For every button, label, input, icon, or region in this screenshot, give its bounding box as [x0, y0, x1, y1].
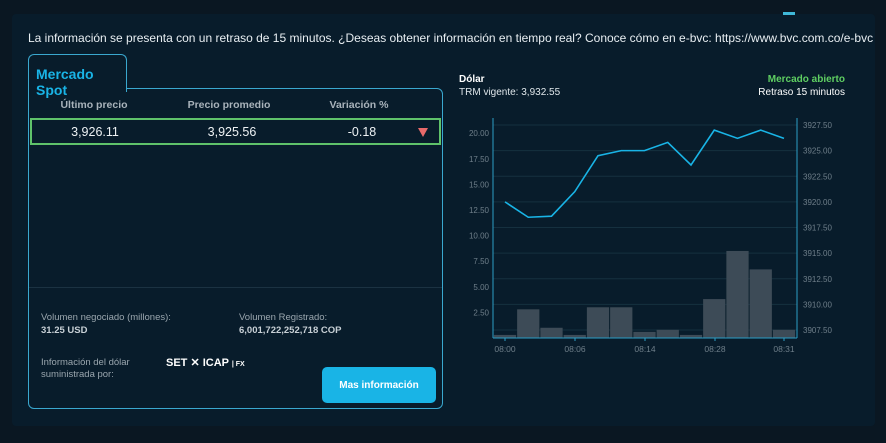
volume-bar [586, 307, 610, 338]
left-axis-tick: 5.00 [473, 283, 489, 292]
volume-value: 31.25 USD [41, 325, 88, 336]
right-axis-tick: 3915.00 [803, 249, 832, 258]
volume-bar [749, 269, 772, 338]
volume-bar [610, 307, 633, 338]
table-row[interactable]: 3,926.11 3,925.56 -0.18 [30, 118, 441, 145]
x-axis-label: 08:14 [634, 344, 656, 354]
volume-bar [703, 299, 726, 338]
price-line [504, 129, 785, 219]
right-axis-tick: 3922.50 [803, 172, 832, 181]
right-axis-tick: 3925.00 [803, 147, 832, 156]
delay-label: Retraso 15 minutos [758, 87, 845, 98]
volume-bar [726, 250, 749, 338]
left-axis-tick: 7.50 [473, 257, 489, 266]
volume-bar [772, 329, 796, 338]
volume-bar [493, 334, 517, 338]
left-axis-tick: 17.50 [469, 155, 490, 164]
registered-value: 6,001,722,252,718 COP [239, 325, 342, 336]
left-axis-tick: 12.50 [469, 206, 490, 215]
left-axis-tick: 2.50 [473, 308, 489, 317]
right-axis-tick: 3907.50 [803, 326, 832, 335]
volume-bar [679, 334, 703, 338]
delay-notice: La información se presenta con un retras… [28, 31, 874, 45]
active-indicator [783, 12, 795, 15]
volume-bar [540, 327, 563, 338]
registered-label: Volumen Registrado: [239, 312, 328, 323]
x-axis-label: 08:28 [704, 344, 726, 354]
left-axis-tick: 15.00 [469, 180, 490, 189]
left-axis-tick: 10.00 [469, 232, 490, 241]
provider-label: Información del dólar suministrada por: [41, 357, 130, 380]
triangle-down-icon [418, 128, 428, 137]
x-axis-label: 08:06 [564, 344, 586, 354]
right-axis-tick: 3912.50 [803, 275, 832, 284]
tab-mercado-spot[interactable]: Mercado Spot [28, 54, 127, 98]
right-axis-tick: 3920.00 [803, 198, 832, 207]
right-axis-tick: 3917.50 [803, 224, 832, 233]
volume-label: Volumen negociado (millones): [41, 312, 171, 323]
right-axis-tick: 3910.00 [803, 300, 832, 309]
header-variacion: Variación % [329, 99, 389, 111]
left-axis-tick: 20.00 [469, 129, 490, 138]
more-info-button[interactable]: Mas información [322, 367, 436, 403]
volume-bar [517, 309, 540, 338]
header-ultimo-precio: Último precio [60, 99, 128, 111]
volume-bar [633, 331, 656, 338]
x-axis-label: 08:31 [773, 344, 795, 354]
main-panel [12, 14, 875, 426]
header-precio-promedio: Precio promedio [187, 99, 271, 111]
ultimo-precio-value: 3,926.11 [71, 125, 119, 139]
trm-value: TRM vigente: 3,932.55 [459, 87, 561, 98]
precio-promedio-value: 3,925.56 [207, 125, 257, 139]
divider [29, 287, 442, 288]
chart-title: Dólar [459, 74, 485, 85]
volume-bar [656, 329, 679, 338]
x-axis-label: 08:00 [494, 344, 516, 354]
right-axis-tick: 3927.50 [803, 121, 832, 130]
volume-bar [563, 334, 586, 338]
spot-card: Último precio Precio promedio Variación … [28, 88, 443, 409]
market-status: Mercado abierto [767, 74, 845, 85]
set-icap-logo: SET ✕ ICAP | FX [166, 357, 245, 369]
variacion-value: -0.18 [347, 125, 377, 139]
